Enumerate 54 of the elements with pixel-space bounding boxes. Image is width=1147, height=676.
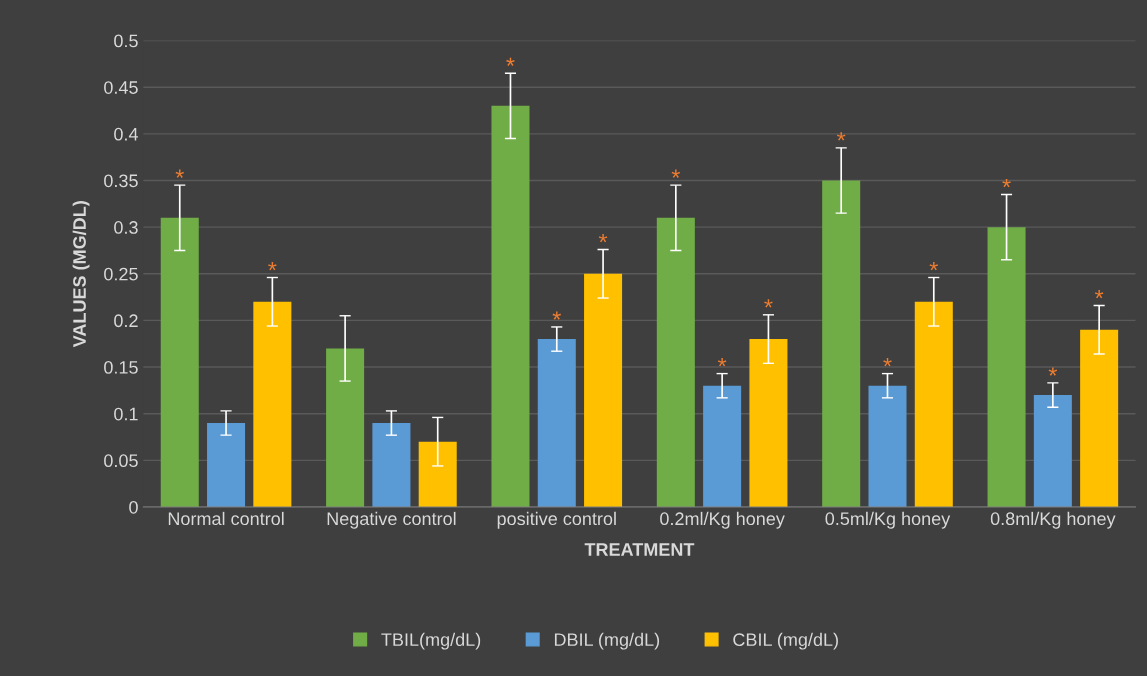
bar	[418, 441, 457, 507]
bar	[207, 423, 246, 507]
y-tick-label: 0.05	[104, 454, 138, 468]
x-tick-label: 0.5ml/Kg honey	[825, 511, 951, 529]
bar	[160, 217, 199, 507]
bar	[868, 385, 907, 507]
y-tick-label: 0.15	[104, 361, 138, 374]
y-tick-label: 0.5	[114, 34, 138, 48]
y-tick-label: 0	[129, 500, 138, 514]
x-tick-label: 0.8ml/Kg honey	[990, 511, 1116, 529]
y-tick-label: 0.25	[104, 267, 138, 281]
bar	[537, 339, 576, 507]
legend-label: DBIL (mg/dL)	[554, 632, 660, 650]
x-axis-title: TREATMENT	[584, 543, 695, 556]
y-tick-label: 0.35	[104, 174, 138, 188]
bar	[749, 339, 788, 507]
y-tick-label: 0.4	[114, 127, 138, 141]
bar	[1033, 395, 1072, 507]
bar	[656, 217, 695, 507]
data-label: *	[1094, 289, 1104, 299]
data-label: *	[1002, 178, 1011, 188]
bar	[703, 385, 742, 507]
data-label: *	[883, 358, 892, 367]
y-tick-label: 0.1	[114, 407, 138, 421]
legend-label: CBIL (mg/dL)	[733, 632, 838, 650]
bar	[1080, 329, 1119, 507]
data-label: *	[717, 358, 727, 367]
x-tick-label: Normal control	[168, 511, 284, 526]
data-label: *	[268, 261, 277, 271]
y-tick-label: 0.45	[104, 81, 138, 94]
bar	[987, 227, 1026, 507]
legend-label: TBIL(mg/dL)	[381, 632, 481, 650]
bar	[491, 105, 530, 507]
data-label: *	[671, 169, 681, 178]
y-tick-label: 0.2	[114, 314, 138, 328]
bar	[914, 301, 953, 507]
x-tick-label: 0.2ml/Kg honey	[660, 511, 785, 529]
x-tick-label: positive control	[497, 511, 616, 529]
y-axis-title: VALUES (MG/DL)	[72, 201, 90, 348]
y-tick-label: 0.3	[114, 221, 138, 234]
data-label: *	[552, 311, 561, 320]
data-label: *	[836, 132, 846, 141]
data-label: *	[598, 233, 608, 243]
bar	[253, 301, 292, 507]
bar	[326, 348, 365, 507]
x-tick-label: Negative control	[327, 511, 456, 529]
bar	[584, 273, 623, 507]
data-label: *	[1048, 367, 1058, 376]
data-label: *	[764, 299, 773, 308]
data-label: *	[175, 169, 184, 178]
data-label: *	[929, 261, 939, 271]
bar	[822, 180, 861, 507]
bar	[372, 423, 411, 507]
data-label: *	[506, 57, 515, 66]
